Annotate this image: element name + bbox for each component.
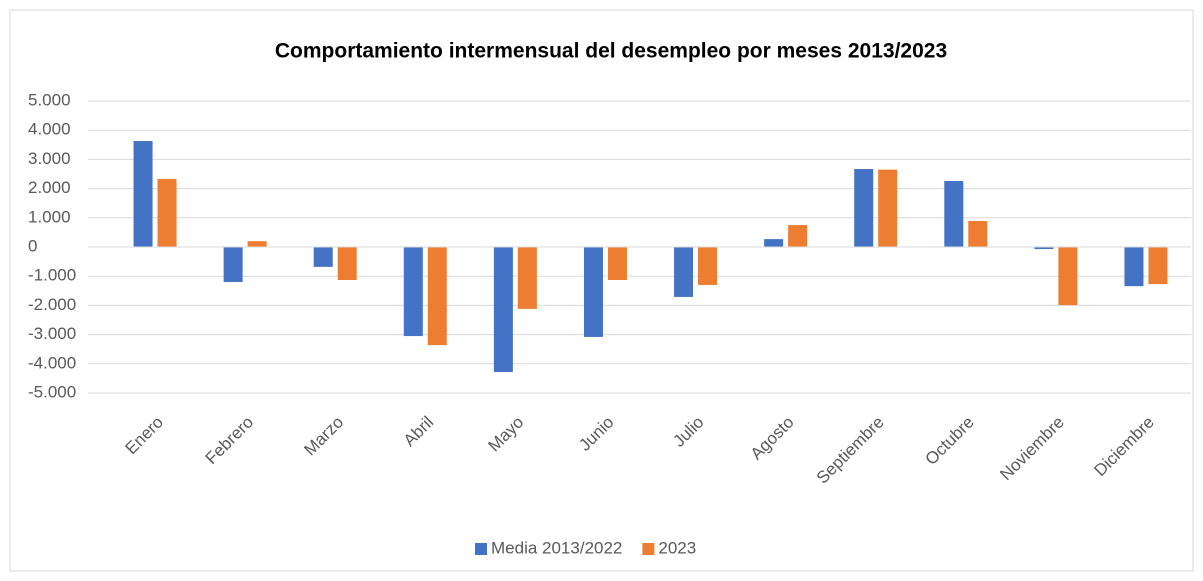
bar (133, 141, 153, 247)
bar (337, 247, 357, 280)
bar (1148, 247, 1168, 285)
legend-swatch (475, 543, 487, 555)
legend-swatch (642, 543, 655, 555)
bar (788, 225, 808, 247)
legend-label: Media 2013/2022 (491, 538, 622, 557)
y-tick-label: 1.000 (28, 207, 71, 226)
bar (1034, 247, 1054, 250)
y-tick-label: -5.000 (28, 382, 76, 401)
bar (583, 247, 603, 337)
y-tick-label: -1.000 (28, 266, 76, 285)
bar (427, 247, 447, 346)
bar (878, 169, 898, 247)
bar (968, 221, 988, 247)
bar (223, 247, 243, 283)
bar (1124, 247, 1144, 287)
y-tick-label: 4.000 (28, 120, 71, 139)
chart-title: Comportamiento intermensual del desemple… (275, 40, 947, 63)
y-tick-label: 0 (28, 236, 37, 255)
y-tick-label: -4.000 (28, 353, 76, 372)
bar (1058, 247, 1078, 306)
y-tick-label: -3.000 (28, 324, 76, 343)
bar (403, 247, 423, 337)
y-tick-label: -2.000 (28, 295, 76, 314)
bar (854, 169, 874, 247)
bar (764, 239, 784, 247)
y-tick-label: 2.000 (28, 178, 71, 197)
y-tick-label: 3.000 (28, 149, 71, 168)
y-tick-label: 5.000 (28, 90, 71, 109)
bar (157, 178, 177, 247)
bar (674, 247, 694, 297)
legend-label: 2023 (658, 538, 696, 557)
bar (247, 241, 267, 247)
bar (607, 247, 627, 280)
bar (493, 247, 513, 372)
bar (698, 247, 718, 285)
bar (944, 181, 964, 247)
bar (517, 247, 537, 309)
bar (313, 247, 333, 267)
